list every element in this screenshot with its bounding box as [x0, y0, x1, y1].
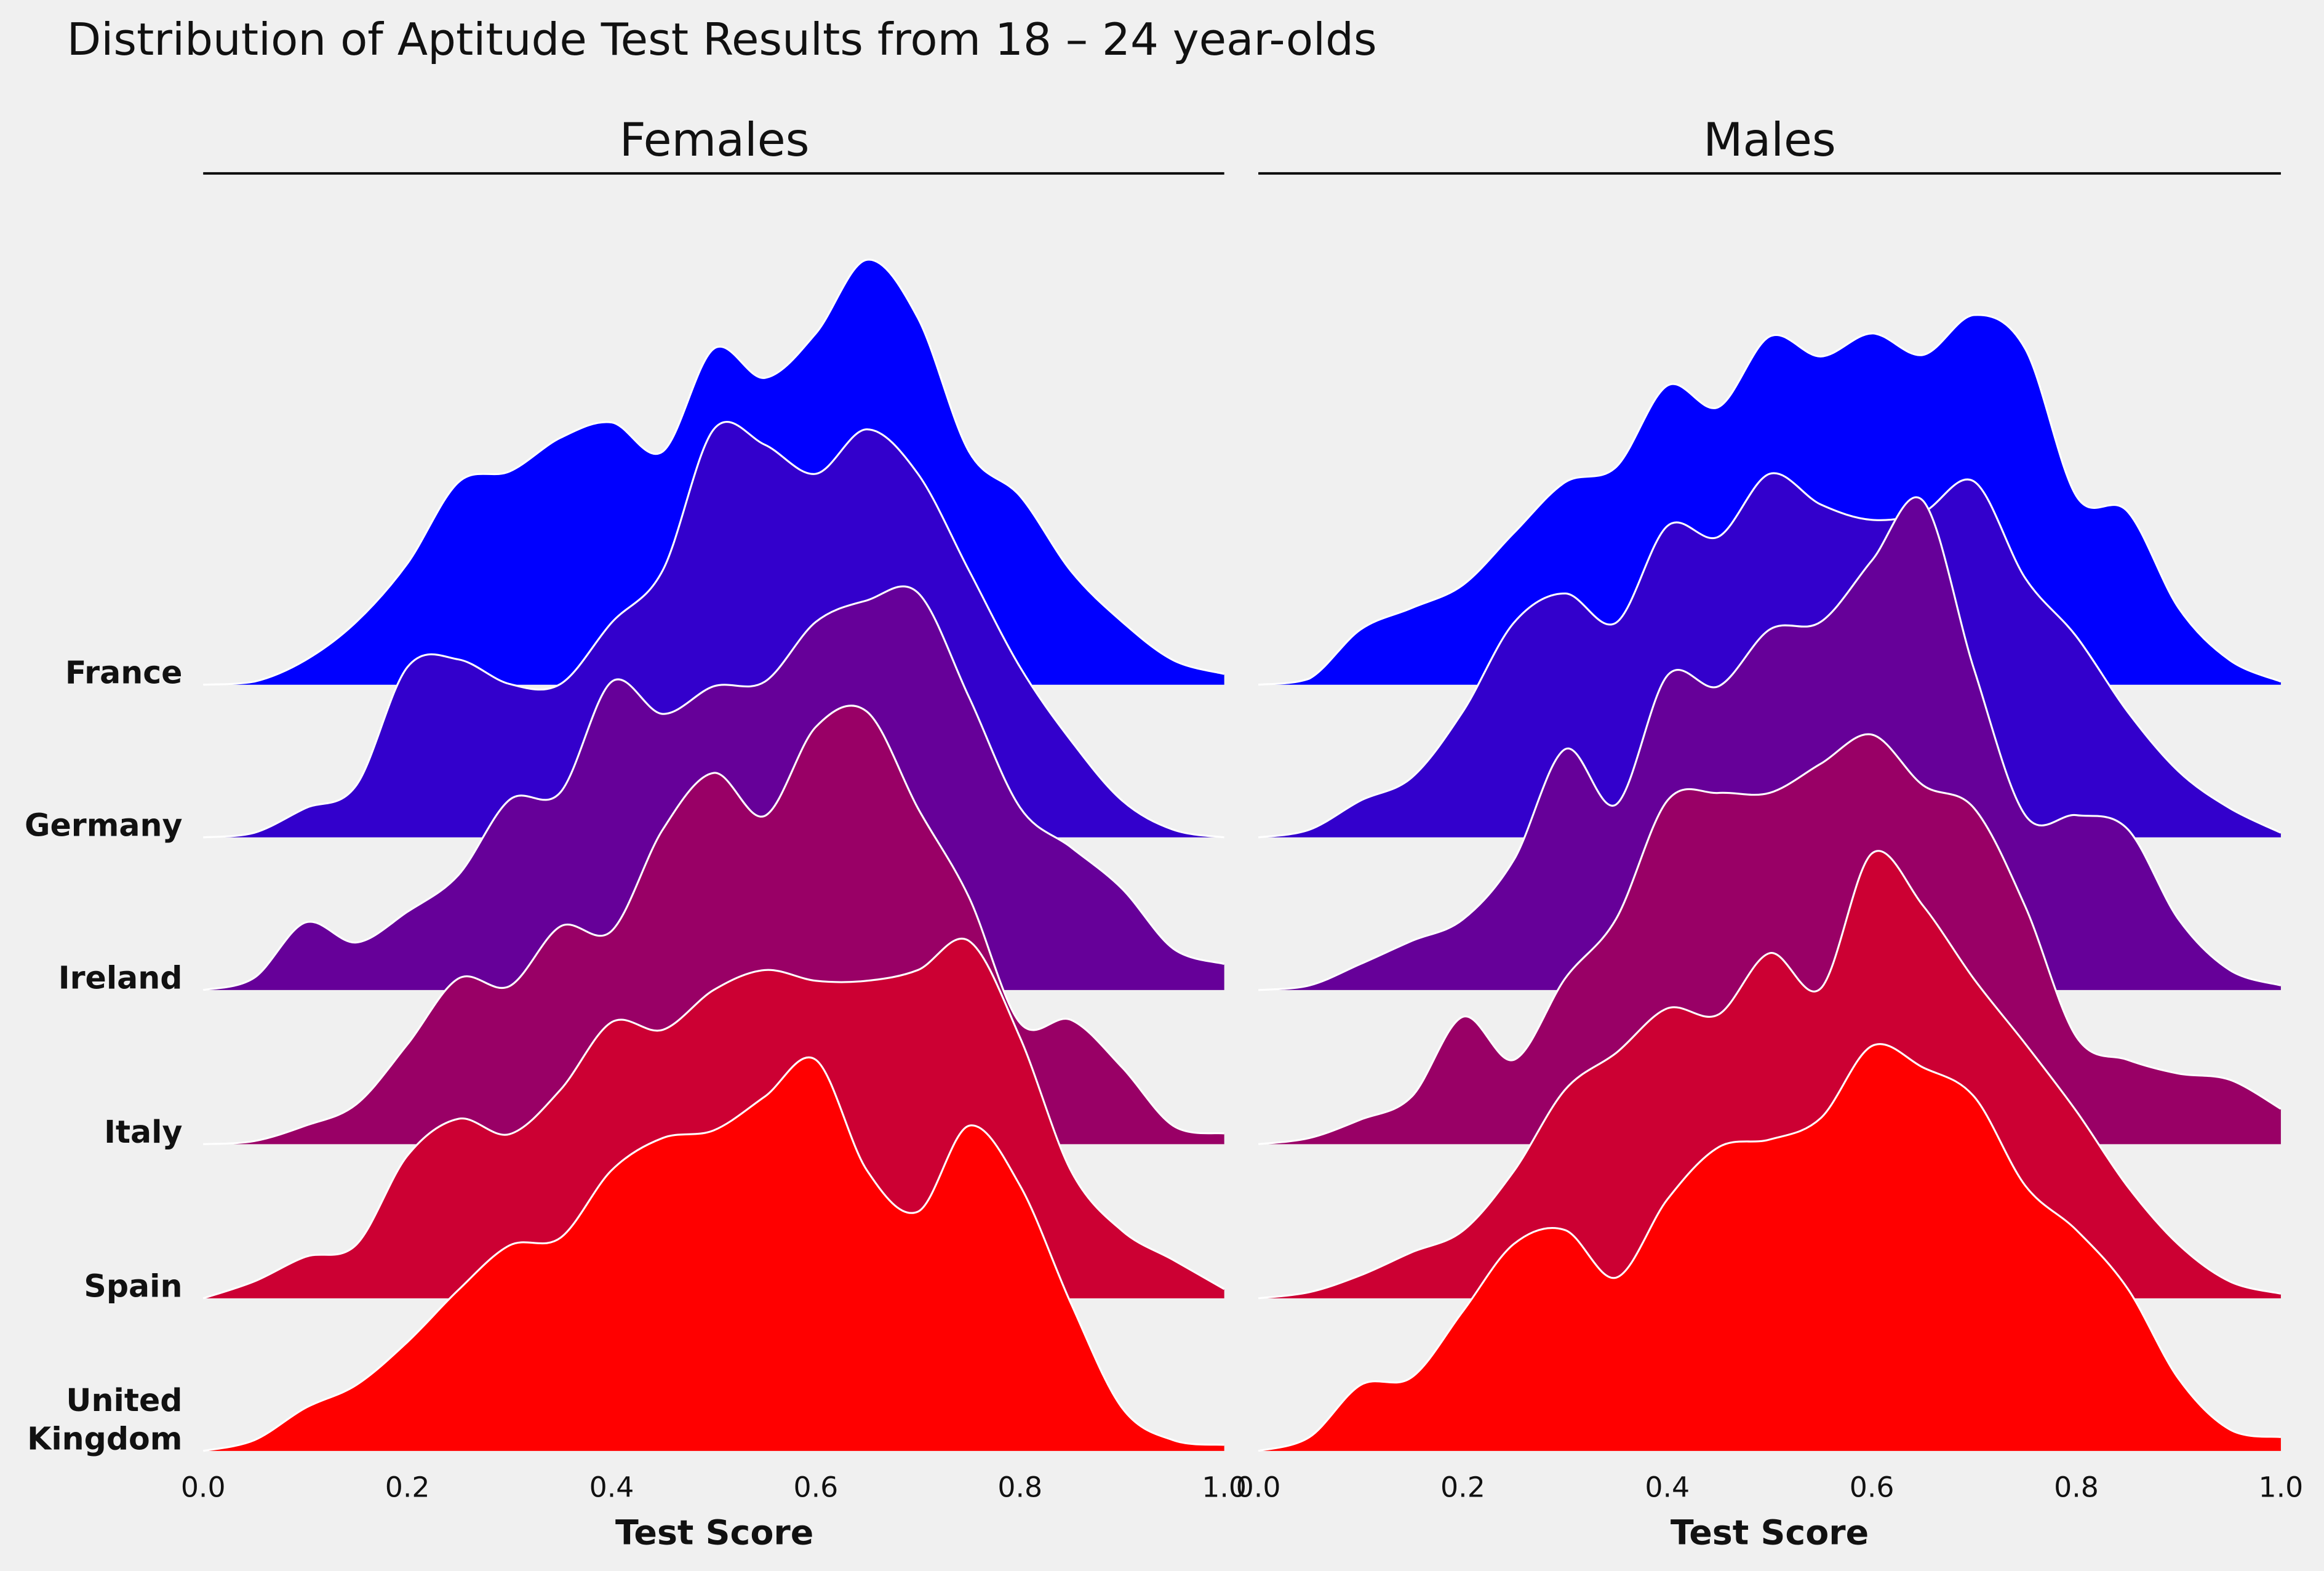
ridges-layer — [202, 258, 2282, 1452]
ridge-outline-females-ireland — [202, 585, 1225, 991]
x-tick-label-females: 0.6 — [793, 1471, 838, 1504]
ridge-males-united-kingdom — [1258, 1044, 2281, 1451]
row-labels: France Germany Ireland Italy Spain UnitedKing… — [25, 654, 183, 1457]
x-tick-label-males: 0.4 — [1645, 1471, 1690, 1504]
row-label-italy: Italy — [104, 1114, 182, 1150]
row-label-spain: Spain — [84, 1268, 182, 1304]
ridge-outline-females-united-kingdom — [202, 1056, 1224, 1452]
ridge-outline-males-united-kingdom — [1258, 1043, 2282, 1452]
ridge-outline-females-germany — [203, 420, 1224, 839]
ridge-outline-females-france — [203, 258, 1225, 686]
row-label-france: France — [65, 654, 183, 690]
ridge-outline-males-ireland — [1258, 496, 2282, 991]
x-tick-label-females: 0.2 — [385, 1471, 430, 1504]
row-label-germany: Germany — [25, 807, 183, 843]
ridge-outline-females-italy — [203, 705, 1224, 1145]
x-tick-label-males: 0.2 — [1440, 1471, 1485, 1504]
row-label-united-kingdom: Kingdom — [27, 1421, 182, 1457]
ridge-outline-males-france — [1258, 314, 2282, 686]
facet-title-females: Females — [620, 113, 810, 167]
row-label-ireland: Ireland — [58, 959, 183, 996]
x-tick-label-males: 0.8 — [2054, 1471, 2099, 1504]
x-tick-label-females: 0.8 — [997, 1471, 1042, 1504]
x-ticks: 0.0 0.2 0.4 0.6 0.8 1.00.0 0.2 0.4 0.6 0.8 1.0 — [181, 1471, 2303, 1504]
ridge-males-ireland — [1258, 497, 2281, 990]
x-tick-label-males: 0.0 — [1236, 1471, 1281, 1504]
row-label-united-kingdom: United — [66, 1382, 182, 1418]
facet-title-males: Males — [1703, 113, 1836, 167]
ridge-outline-males-germany — [1258, 472, 2282, 839]
x-tick-label-males: 0.6 — [1850, 1471, 1895, 1504]
ridge-outline-males-spain — [1258, 850, 2282, 1300]
ridge-males-italy — [1258, 734, 2281, 1145]
x-tick-label-females: 0.0 — [181, 1471, 226, 1504]
x-axis-label-females: Test Score — [615, 1514, 813, 1553]
x-tick-label-females: 0.4 — [589, 1471, 634, 1504]
x-tick-label-females: 1.0 — [1202, 1471, 1247, 1504]
chart-title: Distribution of Aptitude Test Results fr… — [67, 14, 1377, 66]
ridge-females-united-kingdom — [203, 1057, 1224, 1451]
ridge-outline-males-italy — [1258, 733, 2282, 1145]
x-tick-label-males: 1.0 — [2259, 1471, 2304, 1504]
x-axis-label-males: Test Score — [1671, 1514, 1869, 1553]
ridge-outline-females-spain — [202, 937, 1225, 1300]
